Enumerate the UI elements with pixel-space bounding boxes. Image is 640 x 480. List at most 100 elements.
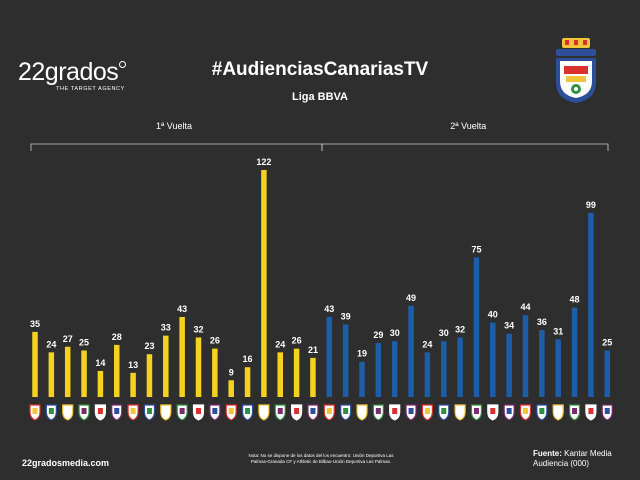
bar: [506, 333, 512, 397]
logo-text: 22grados: [18, 58, 119, 86]
team-crest-detail: [424, 408, 430, 414]
team-crest-detail: [523, 408, 528, 414]
bar: [555, 339, 561, 397]
group-label: 2ª Vuelta: [450, 121, 486, 131]
bar: [522, 315, 529, 397]
data-label: 49: [406, 293, 416, 303]
group-label: 1ª Vuelta: [156, 121, 192, 131]
team-crest-detail: [457, 408, 463, 414]
team-crest-detail: [245, 408, 251, 414]
source-unit: Audiencia (000): [533, 459, 590, 468]
data-label: 16: [243, 354, 253, 364]
degree-icon: [119, 61, 127, 68]
team-crest-detail: [97, 408, 103, 414]
data-label: 24: [422, 339, 432, 349]
data-note: Nota: No se dispone de los datos del los…: [248, 453, 394, 464]
data-label: 99: [586, 200, 596, 210]
team-crest-detail: [163, 408, 169, 414]
team-crest-detail: [490, 408, 496, 414]
team-crest-detail: [179, 408, 185, 414]
bar: [310, 357, 316, 397]
team-crest-detail: [114, 408, 120, 414]
data-label: 32: [193, 324, 203, 334]
data-label: 34: [504, 321, 514, 331]
bar: [81, 350, 87, 397]
team-crest-detail: [343, 408, 349, 414]
data-label: 31: [553, 326, 563, 336]
chart-subtitle: Liga BBVA: [291, 91, 349, 103]
data-label: 43: [177, 304, 187, 314]
team-crest-detail: [81, 408, 87, 414]
team-crest-detail: [130, 408, 136, 414]
data-label: 39: [341, 311, 351, 321]
group-bracket: [321, 143, 609, 151]
data-label: 32: [455, 324, 465, 334]
team-crest-detail: [310, 408, 316, 414]
bar: [326, 316, 333, 397]
bar: [571, 307, 578, 397]
bar: [163, 335, 169, 397]
source-name: Kantar Media: [564, 449, 612, 458]
team-crest-detail: [261, 408, 267, 414]
team-crest-detail: [392, 408, 398, 414]
bar: [391, 341, 398, 397]
bar: [457, 337, 463, 397]
bar: [244, 367, 251, 397]
team-crest-detail: [326, 408, 332, 414]
data-label: 30: [390, 328, 400, 338]
bar: [441, 341, 447, 397]
data-label: 33: [161, 323, 171, 333]
data-label: 24: [275, 339, 285, 349]
data-label: 48: [570, 295, 580, 305]
team-crest-detail: [604, 408, 610, 414]
data-label: 43: [324, 304, 334, 314]
bar: [179, 316, 185, 397]
source-block: Fuente: Kantar Media Audiencia (000): [533, 449, 612, 469]
team-crest-detail: [294, 408, 300, 414]
data-label: 26: [292, 336, 302, 346]
team-crest-detail: [506, 408, 512, 414]
team-crest-detail: [408, 408, 414, 414]
team-crest-detail: [375, 408, 381, 414]
website-link[interactable]: 22gradosmedia.com: [22, 458, 110, 468]
bar: [228, 380, 234, 397]
data-label: 35: [30, 319, 40, 329]
data-label: 14: [95, 358, 105, 368]
data-label: 30: [439, 328, 449, 338]
chart-title: #AudienciasCanariasTV: [211, 59, 429, 80]
bar: [539, 330, 545, 397]
logo-tagline: THE TARGET AGENCY: [56, 86, 125, 92]
team-crest-detail: [441, 408, 447, 414]
team-crest-detail: [588, 408, 594, 414]
data-label: 27: [63, 334, 73, 344]
team-crest-detail: [555, 408, 561, 414]
data-label: 44: [520, 302, 530, 312]
data-label: 21: [308, 345, 318, 355]
data-label: 24: [46, 339, 56, 349]
bar: [130, 372, 136, 397]
team-crest-detail: [539, 408, 545, 414]
bar: [424, 352, 431, 397]
bar: [195, 337, 202, 397]
data-label: 28: [112, 332, 122, 342]
bar: [359, 361, 365, 397]
team-crest-detail: [196, 408, 201, 414]
bar: [64, 346, 71, 397]
bar: [261, 170, 267, 397]
bar: [490, 322, 496, 397]
data-label: 75: [471, 244, 481, 254]
data-label: 25: [79, 337, 89, 347]
group-bracket: [30, 143, 323, 151]
team-crest-detail: [32, 408, 38, 414]
bar: [277, 352, 283, 397]
data-label: 29: [373, 330, 383, 340]
team-crest-detail: [65, 408, 71, 414]
bar: [97, 370, 104, 397]
team-crest-detail: [48, 408, 54, 414]
bar: [408, 305, 414, 397]
team-crest-detail: [228, 408, 234, 414]
club-crest-icon: [556, 38, 596, 103]
bar: [212, 348, 218, 397]
bar: [588, 212, 594, 397]
data-label: 36: [537, 317, 547, 327]
